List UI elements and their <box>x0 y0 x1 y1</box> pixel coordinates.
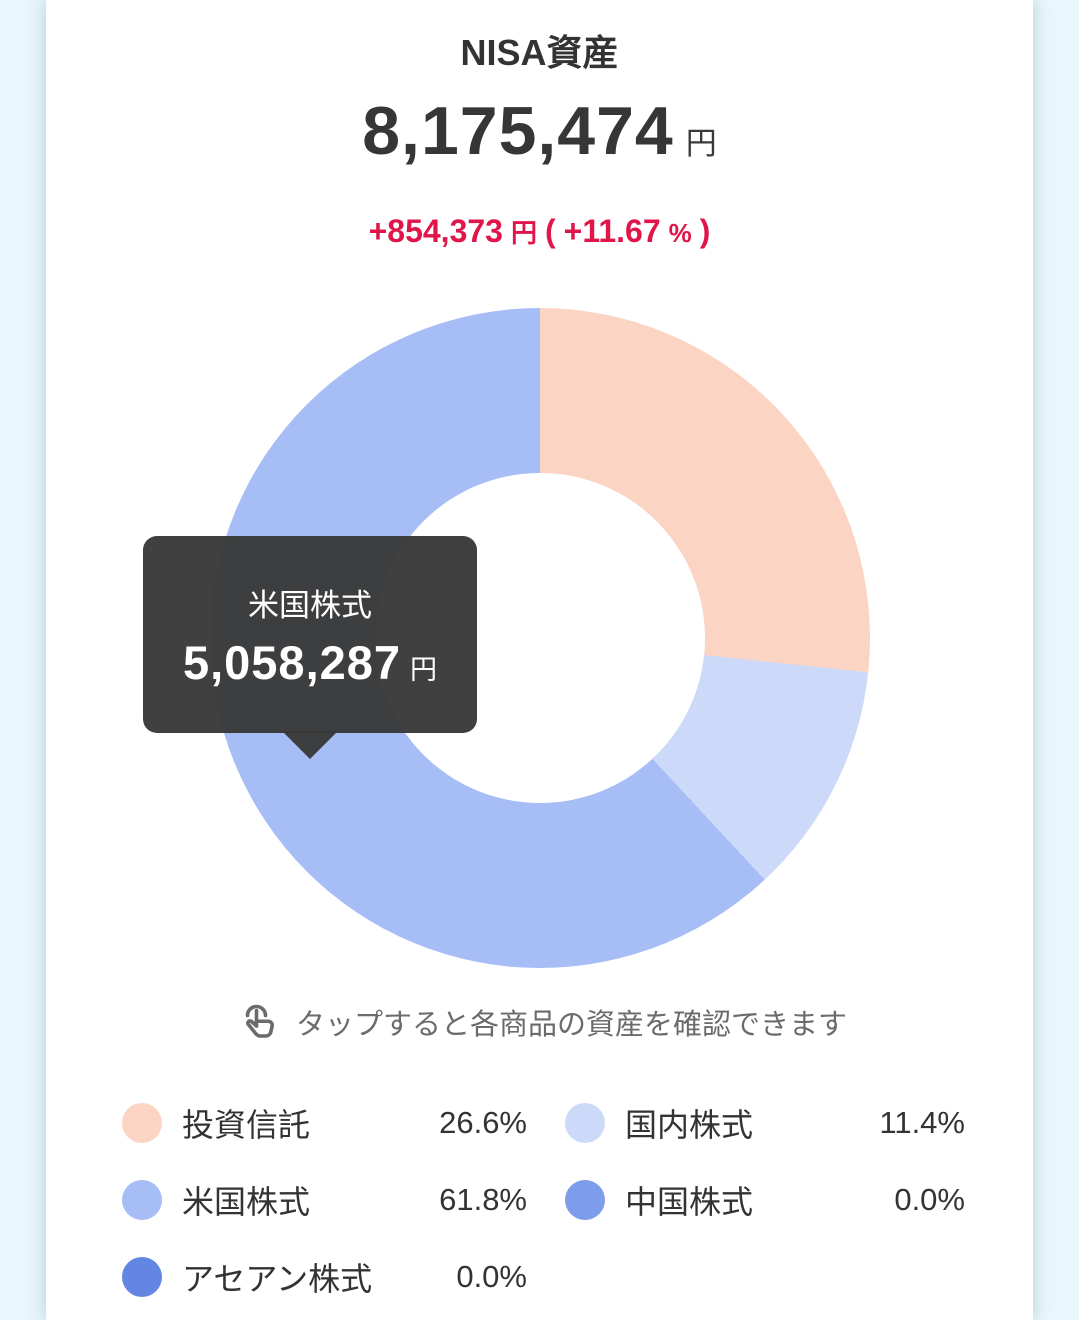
change-paren-open: ( <box>544 213 556 249</box>
total-amount: 8,175,474 円 <box>46 92 1033 170</box>
asset-card: NISA資産 8,175,474 円 +854,373 円 ( +11.67 %… <box>46 0 1033 1320</box>
legend-percent: 61.8% <box>439 1182 527 1217</box>
chart-tooltip: 米国株式 5,058,287 円 <box>143 536 477 759</box>
legend-item: 米国株式 61.8% <box>122 1179 527 1221</box>
total-change: +854,373 円 ( +11.67 % ) <box>46 213 1033 250</box>
legend-label: 投資信託 <box>182 1107 311 1143</box>
tap-hint-text: タップすると各商品の資産を確認できます <box>295 1009 847 1041</box>
legend-label: アセアン株式 <box>182 1261 373 1297</box>
change-amount: +854,373 <box>368 213 503 249</box>
legend-percent: 26.6% <box>439 1105 527 1140</box>
change-paren-close: ) <box>699 213 711 249</box>
change-percent: +11.67 <box>563 213 661 249</box>
legend-label: 米国株式 <box>182 1184 311 1220</box>
legend-item: 国内株式 11.4% <box>565 1102 965 1144</box>
tap-gesture-icon <box>245 1004 274 1038</box>
legend-swatch <box>565 1180 605 1220</box>
legend-label: 国内株式 <box>625 1107 754 1143</box>
tooltip-amount-currency: 円 <box>410 654 438 685</box>
tooltip-amount: 5,058,287 円 <box>183 635 437 690</box>
legend-swatch <box>122 1103 162 1143</box>
legend-item: 投資信託 26.6% <box>122 1102 527 1144</box>
legend: 投資信託 26.6% 国内株式 11.4% 米国株式 61.8% 中国株式 0.… <box>122 1102 965 1298</box>
legend-percent: 0.0% <box>894 1182 965 1217</box>
change-currency: 円 <box>510 218 537 248</box>
tooltip-label: 米国株式 <box>248 587 372 623</box>
legend-swatch <box>122 1180 162 1220</box>
legend-item: アセアン株式 0.0% <box>122 1256 527 1298</box>
change-percent-sign: % <box>668 218 692 248</box>
legend-percent: 11.4% <box>879 1105 965 1140</box>
legend-item: 中国株式 0.0% <box>565 1179 965 1221</box>
legend-label: 中国株式 <box>625 1184 754 1220</box>
legend-swatch <box>565 1103 605 1143</box>
legend-swatch <box>122 1257 162 1297</box>
total-amount-currency: 円 <box>685 126 717 161</box>
tap-hint: タップすると各商品の資産を確認できます <box>46 998 1033 1046</box>
total-amount-value: 8,175,474 <box>362 93 674 169</box>
legend-percent: 0.0% <box>456 1259 527 1294</box>
tooltip-amount-value: 5,058,287 <box>182 635 402 689</box>
tooltip-pointer <box>282 731 338 759</box>
page-title: NISA資産 <box>460 32 619 73</box>
